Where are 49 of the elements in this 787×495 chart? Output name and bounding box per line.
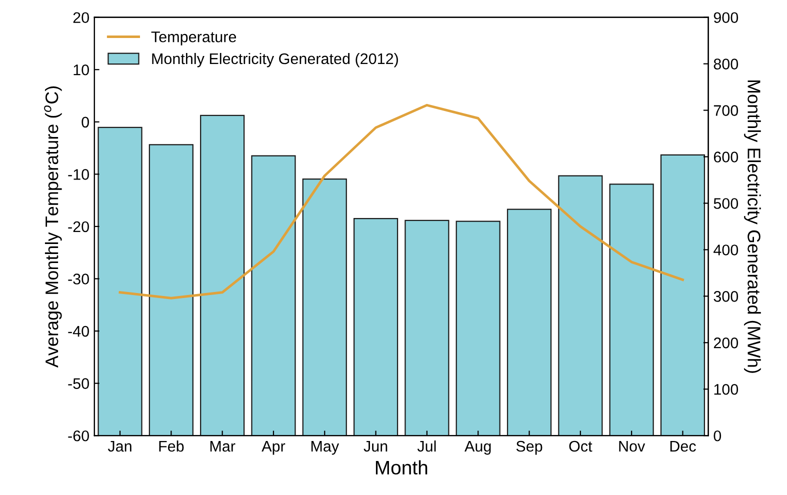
y-tick-label: 0	[82, 116, 89, 128]
bar	[98, 126, 142, 436]
x-tick-label: Jan	[108, 441, 132, 452]
x-tick-label: Jun	[364, 441, 388, 452]
y2-tick-label: 600	[714, 152, 738, 162]
y2-tick-label: 200	[714, 338, 738, 348]
y2-axis-title: Monthly Electricity Generated (MWh)	[744, 80, 761, 373]
line-series	[118, 104, 684, 300]
bar	[404, 220, 450, 436]
x-tick-label: Dec	[670, 441, 696, 452]
x-tick-label: May	[311, 441, 340, 455]
x-tick-label: Aug	[464, 441, 491, 455]
bar	[251, 155, 296, 436]
bar	[506, 208, 552, 436]
y-tick-label: -10	[68, 169, 89, 180]
y-tick-label: 10	[74, 64, 89, 76]
y-tick-label: 20	[73, 12, 89, 24]
legend-label: Temperature	[151, 32, 236, 46]
y-tick-label: -30	[68, 274, 89, 284]
y2-tick-label: 900	[714, 12, 738, 24]
bar	[660, 154, 706, 436]
y-tick-label: -60	[68, 430, 89, 442]
x-tick-label: Mar	[210, 441, 236, 452]
y2-tick-label: 0	[714, 430, 722, 442]
bar	[558, 175, 603, 436]
bar	[148, 144, 194, 436]
y2-tick-label: 100	[714, 384, 738, 395]
y2-tick-label: 300	[714, 291, 738, 302]
bar	[353, 218, 398, 436]
x-tick-label: Oct	[569, 440, 592, 452]
x-tick-label: Nov	[619, 441, 646, 452]
x-tick-label: Jul	[417, 440, 436, 452]
legend-label: Monthly Electricity Generated (2012)	[152, 52, 398, 68]
y-tick-label: -40	[68, 326, 89, 337]
y2-tick-label: 800	[714, 58, 738, 70]
bar	[302, 178, 347, 436]
y-tick-label: -20	[68, 221, 89, 232]
x-axis-title: Month	[376, 460, 428, 475]
x-tick-label: Sep	[516, 440, 542, 455]
y-axis-title: Average Monthly Temperature ($^{o}$C)	[44, 86, 62, 368]
bar	[200, 114, 245, 436]
x-tick-label: Feb	[159, 440, 184, 452]
y2-tick-label: 400	[714, 244, 738, 256]
y-tick-label: -50	[68, 378, 89, 389]
bar	[456, 220, 500, 436]
y2-tick-label: 700	[714, 105, 738, 116]
x-tick-label: Apr	[262, 441, 286, 455]
y2-tick-label: 500	[714, 198, 738, 209]
bar	[609, 184, 654, 436]
